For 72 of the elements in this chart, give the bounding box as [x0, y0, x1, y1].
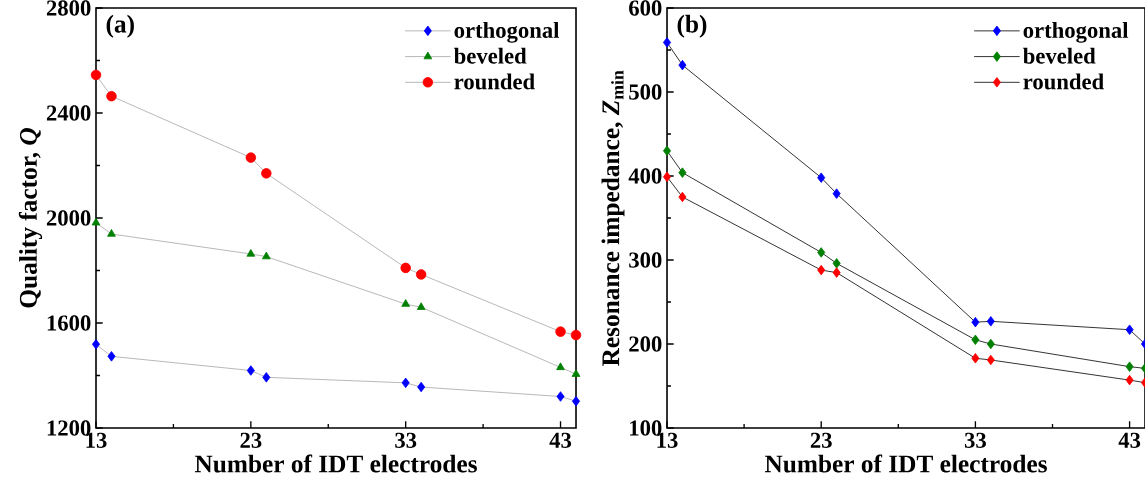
point [986, 316, 995, 327]
point [832, 267, 841, 278]
point [663, 37, 672, 48]
y-tick-label: 300 [629, 252, 662, 268]
point [245, 152, 257, 163]
y-tick-label: 200 [629, 336, 662, 352]
y-tick-label: 2400 [46, 105, 91, 121]
x-tick-label: 43 [1118, 432, 1141, 448]
point [817, 264, 826, 276]
point [262, 372, 271, 383]
annotation: (b) [677, 14, 707, 38]
y-axis-title: Quality factor, Q [18, 128, 43, 308]
point [415, 269, 427, 280]
point [832, 258, 841, 269]
y-tick-label: 500 [629, 84, 662, 100]
y-tick-label: 1600 [47, 315, 91, 331]
point [817, 247, 826, 258]
point [570, 329, 582, 341]
point [556, 391, 565, 402]
x-axis-title: Number of IDT electrodes [194, 454, 477, 473]
point [262, 251, 271, 260]
point [246, 249, 256, 257]
y-axis-title: Resonance impedance, Z$_{min}$ [601, 70, 625, 367]
x-tick-label: 23 [240, 432, 262, 448]
point [678, 167, 687, 178]
x-tick-label: 33 [964, 432, 986, 448]
point [663, 171, 672, 183]
point [832, 188, 841, 199]
legend-label: orthogonal [454, 22, 560, 43]
point [986, 354, 995, 366]
point [555, 326, 566, 337]
x-tick-label: 43 [549, 432, 572, 448]
point [90, 69, 102, 81]
point [663, 145, 672, 156]
point [678, 59, 687, 71]
legend-label: rounded [454, 73, 535, 90]
x-tick-label: 23 [810, 432, 832, 448]
legend-label: orthogonal [1023, 22, 1129, 43]
point [971, 316, 980, 328]
point [416, 302, 426, 310]
point [1125, 361, 1134, 372]
x-tick-label: 33 [395, 432, 417, 448]
point [401, 377, 410, 389]
y-tick-label: 2000 [46, 210, 91, 226]
y-tick-label: 400 [628, 168, 662, 184]
point [971, 353, 980, 364]
point [107, 229, 116, 237]
point [106, 90, 117, 102]
point [417, 381, 426, 393]
legend-label: beveled [1023, 47, 1096, 64]
point [91, 217, 101, 226]
point [401, 299, 411, 307]
point [971, 334, 980, 345]
point [572, 396, 580, 407]
point [1125, 374, 1134, 386]
point [556, 362, 565, 371]
point [1125, 324, 1134, 335]
point [92, 339, 100, 350]
legend-label: rounded [1023, 73, 1104, 90]
annotation: (a) [106, 14, 134, 38]
point [571, 369, 581, 377]
x-axis-title: Number of IDT electrodes [764, 454, 1047, 473]
point [246, 365, 255, 376]
point [400, 262, 411, 274]
point [678, 191, 687, 203]
point [261, 168, 272, 179]
point [107, 351, 116, 362]
y-tick-label: 2800 [46, 0, 91, 16]
point [986, 338, 995, 350]
point [817, 172, 826, 183]
legend-label: beveled [453, 47, 527, 64]
y-tick-label: 600 [629, 0, 662, 16]
